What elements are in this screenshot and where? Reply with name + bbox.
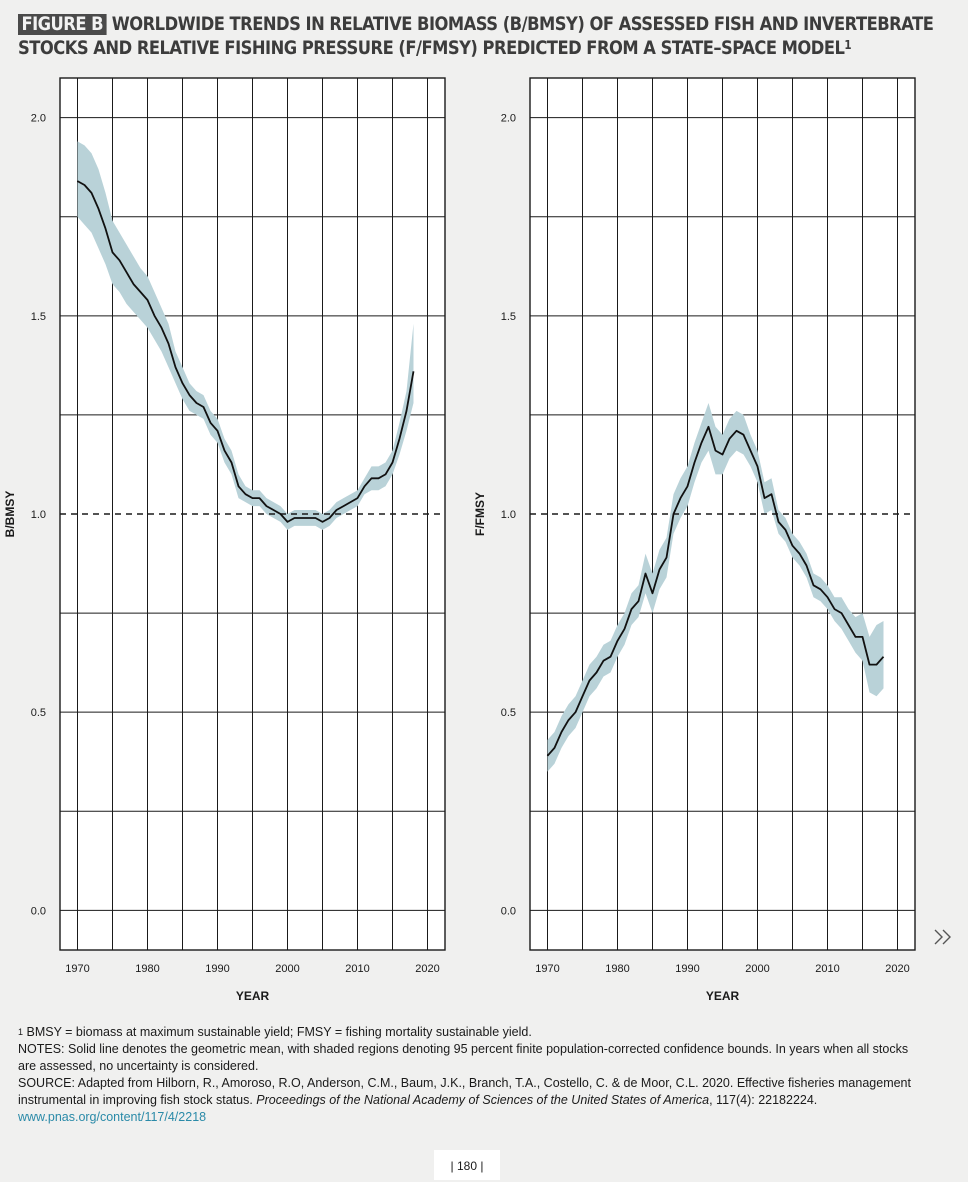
footnote-text: BMSY = biomass at maximum sustainable yi… (23, 1025, 532, 1039)
fishing-pressure-x-axis-title: YEAR (706, 989, 740, 1003)
source-link[interactable]: www.pnas.org/content/117/4/2218 (18, 1110, 207, 1124)
biomass-xtick-label: 1970 (65, 963, 89, 975)
biomass-xtick-label: 2000 (275, 963, 299, 975)
figure-badge: FIGURE B (18, 14, 107, 35)
biomass-ytick-label: 0.5 (31, 707, 46, 719)
fishing-pressure-xtick-label: 2010 (815, 963, 839, 975)
biomass-ytick-label: 1.5 (31, 311, 46, 323)
fishing-pressure-mean-line (546, 425, 885, 757)
double-chevron-right-glyph (934, 929, 951, 945)
biomass-mean-line (77, 180, 415, 523)
page-number: | 180 | (434, 1150, 500, 1180)
fishing-pressure-xtick-label: 1970 (535, 963, 559, 975)
chart-area: 0.0 0.5 1.0 1.5 2.0 1970 1980 1990 2000 2010 2020 Y… (0, 60, 968, 1020)
figure-title: FIGURE B WORLDWIDE TRENDS IN RELATIVE BIO… (18, 12, 938, 60)
biomass-xtick-label: 1980 (135, 963, 159, 975)
footnote: 1 BMSY = biomass at maximum sustainable … (18, 1024, 923, 1041)
double-chevron-right-icon[interactable] (932, 926, 954, 948)
source-suffix: , 117(4): 22182224. (709, 1093, 818, 1107)
fishing-pressure-ytick-label: 0.5 (501, 707, 516, 719)
biomass-ytick-label: 1.0 (31, 509, 46, 521)
biomass-xtick-label: 2020 (415, 963, 439, 975)
biomass-xtick-label: 2010 (345, 963, 369, 975)
source-text: SOURCE: Adapted from Hilborn, R., Amoros… (18, 1075, 923, 1126)
notes-text: NOTES: Solid line denotes the geometric … (18, 1042, 909, 1073)
fishing-pressure-ytick-label: 1.0 (501, 509, 516, 521)
fishing-pressure-plot-frame (529, 77, 916, 951)
fishing-pressure-xtick-label: 1990 (675, 963, 699, 975)
biomass-plot-frame (59, 77, 446, 951)
fishing-pressure-ytick-label: 2.0 (501, 113, 516, 125)
biomass-ytick-label: 0.0 (31, 905, 46, 917)
fishing-pressure-y-axis-title: F/FMSY (473, 492, 487, 536)
source-journal: Proceedings of the National Academy of S… (256, 1093, 710, 1107)
figure-title-text: WORLDWIDE TRENDS IN RELATIVE BIOMASS (B/… (18, 13, 934, 59)
footnote-mark: 1 (18, 1027, 24, 1037)
figure-title-footnote-mark: 1 (844, 38, 852, 52)
biomass-xtick-label: 1990 (205, 963, 229, 975)
fishing-pressure-xtick-label: 2000 (745, 963, 769, 975)
fishing-pressure-ytick-label: 0.0 (501, 905, 516, 917)
fishing-pressure-xtick-label: 1980 (605, 963, 629, 975)
charts-svg: 0.0 0.5 1.0 1.5 2.0 1970 1980 1990 2000 2010 2020 Y… (3, 77, 916, 1003)
fishing-pressure-ytick-label: 1.5 (501, 311, 516, 323)
source-prefix: SOURCE: Adapted from Hilborn, R., Amoros… (18, 1076, 911, 1107)
biomass-ytick-label: 2.0 (31, 113, 46, 125)
biomass-x-axis-title: YEAR (236, 989, 270, 1003)
biomass-y-axis-title: B/BMSY (3, 491, 17, 538)
fishing-pressure-xtick-label: 2020 (885, 963, 909, 975)
figure-notes: 1 BMSY = biomass at maximum sustainable … (18, 1024, 923, 1126)
